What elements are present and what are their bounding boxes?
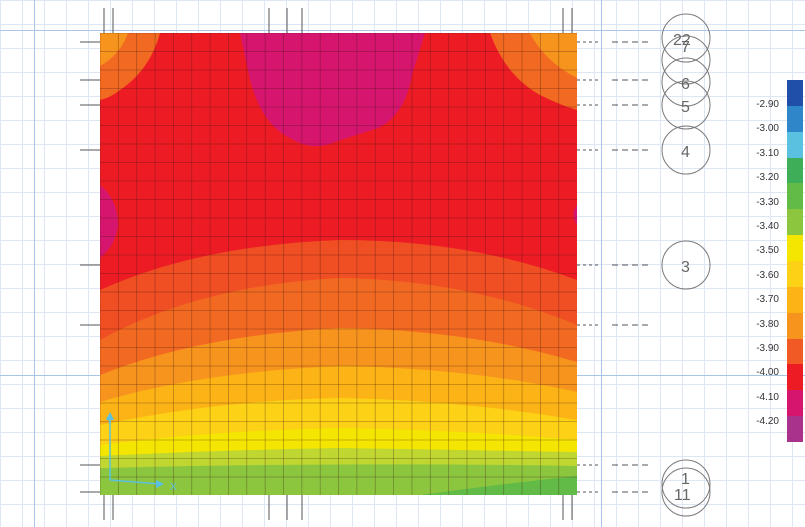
- legend-value: -2.90: [756, 99, 779, 110]
- legend-swatch: [787, 131, 803, 159]
- legend-value: -3.20: [756, 172, 779, 184]
- legend-value: -3.40: [756, 221, 779, 232]
- contour-band-magenta-left: [100, 185, 118, 258]
- legend-swatch: [787, 364, 803, 391]
- grid-bubble-4[interactable]: 4: [661, 125, 711, 175]
- axis-triad: Y X: [106, 412, 177, 493]
- contour-legend: -2.90 -3.00 -3.10 -3.20 -3.30 -3.40 -3.50 -3.60…: [743, 80, 803, 443]
- grid-bubbles: 22 7 6 5 4 3 1 11: [661, 13, 711, 517]
- legend-value: -4.10: [756, 391, 779, 403]
- legend-swatch: [787, 312, 803, 340]
- legend-value: -4.00: [756, 367, 779, 379]
- grid-bubble-6[interactable]: 6: [661, 57, 711, 107]
- legend-value: -3.80: [756, 318, 779, 330]
- legend-swatch: [787, 416, 803, 443]
- gridline-markers: [80, 8, 650, 520]
- grid-bubble-label: 7: [681, 39, 690, 56]
- legend-swatch: [787, 390, 803, 417]
- legend-value: -3.70: [756, 294, 779, 306]
- contour-band-9: [420, 476, 577, 495]
- contour-band-orange-tl-inner: [100, 33, 128, 66]
- legend-swatch: [787, 183, 803, 210]
- grid-bubble-label: 4: [681, 144, 690, 161]
- legend-value: -3.50: [756, 245, 779, 257]
- legend-swatch: [787, 209, 803, 236]
- grid-bubble-7[interactable]: 7: [661, 35, 711, 85]
- grid-bubble-label: 6: [681, 76, 690, 93]
- contour-band-orange-tr-inner: [530, 33, 577, 78]
- grid-bubble-3[interactable]: 3: [661, 240, 711, 290]
- legend-value: -3.00: [756, 123, 779, 135]
- legend-swatch: [787, 105, 803, 133]
- legend-value: -4.20: [756, 416, 779, 428]
- legend-swatch: [787, 261, 803, 288]
- axis-y-label: Y: [106, 416, 113, 427]
- grid-bubble-5[interactable]: 5: [661, 80, 711, 130]
- contour-band-magenta-top: [240, 33, 425, 147]
- legend-swatch: [787, 80, 803, 107]
- contour-band-magenta-right: [573, 205, 577, 225]
- legend-swatch: [787, 157, 803, 184]
- grid-bubble-label: 5: [681, 99, 690, 116]
- contour-band-8: [100, 464, 577, 495]
- grid-bubble-1[interactable]: 1: [661, 459, 711, 509]
- legend-value: -3.30: [756, 196, 779, 208]
- legend-value: -3.60: [756, 269, 779, 281]
- grid-bubble-label: 11: [674, 487, 691, 504]
- legend-value: -3.90: [756, 343, 779, 354]
- legend-value: -3.10: [756, 147, 779, 159]
- legend-swatch: [787, 235, 803, 262]
- axis-x-label: X: [170, 482, 177, 493]
- legend-swatch: [787, 286, 803, 314]
- grid-bubble-11[interactable]: 11: [661, 467, 711, 517]
- grid-bubble-label: 1: [681, 471, 690, 488]
- grid-bubble-label: 3: [681, 259, 690, 276]
- slab-contour-plot: [100, 33, 577, 495]
- slab-mesh-grid: [100, 33, 577, 495]
- legend-swatch: [787, 338, 803, 365]
